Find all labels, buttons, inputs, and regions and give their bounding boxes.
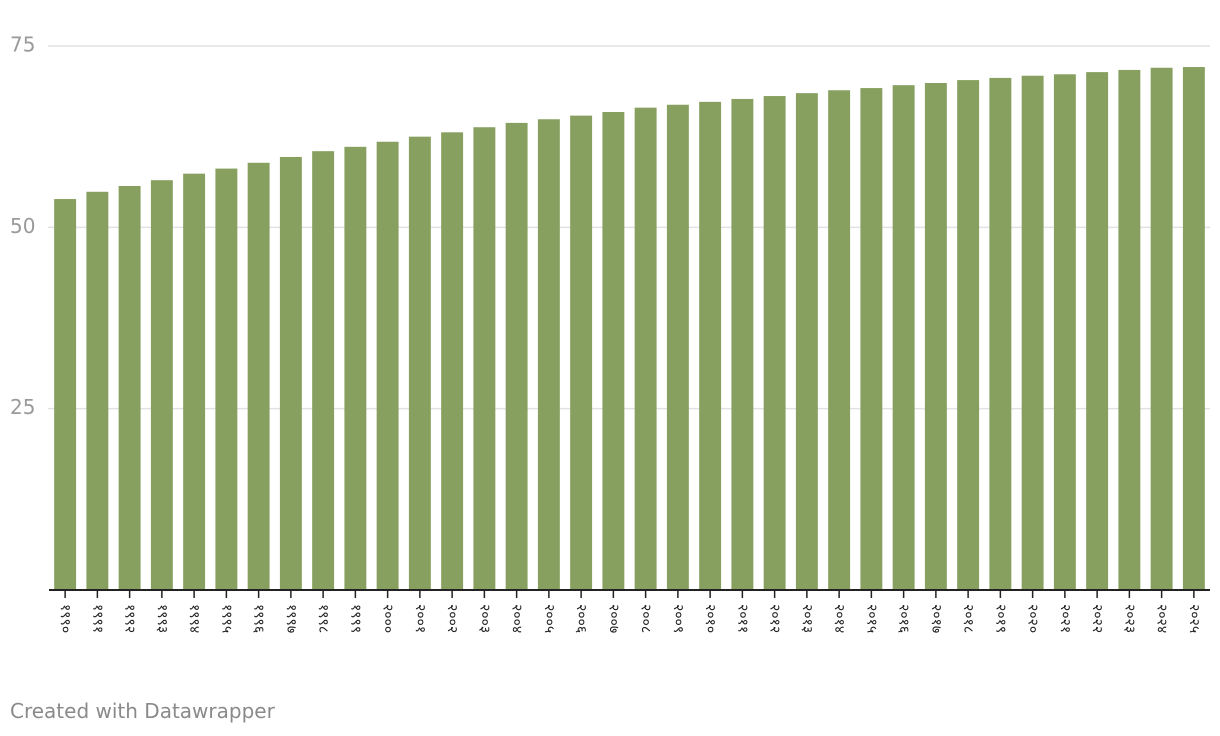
bar xyxy=(860,88,883,590)
x-tick-label: १९९५ xyxy=(218,604,234,633)
x-tick-label: २०१० xyxy=(702,604,718,633)
x-tick-label: २००९ xyxy=(670,604,686,633)
bar xyxy=(828,90,851,590)
x-tick-label: २००५ xyxy=(541,604,557,633)
bar xyxy=(279,156,302,590)
x-tick-label: २००० xyxy=(380,604,396,633)
x-tick-label: १९९८ xyxy=(315,604,331,633)
x-tick-label: २०१५ xyxy=(863,604,879,633)
bar xyxy=(924,82,947,590)
x-tick-label: २००३ xyxy=(476,604,492,633)
bar xyxy=(441,132,464,590)
bar xyxy=(1150,67,1173,590)
x-tick-label: १९९० xyxy=(57,604,73,633)
bar xyxy=(150,180,173,591)
x-tick-label: २०१२ xyxy=(767,604,783,633)
footer: Created with Datawrapper xyxy=(10,699,276,723)
x-tick-label: २०२० xyxy=(1025,604,1041,633)
bar xyxy=(666,104,689,590)
bar xyxy=(537,119,560,590)
bar xyxy=(473,127,496,590)
x-tick-label: १९९७ xyxy=(283,604,299,633)
x-tick-label: २०२४ xyxy=(1154,604,1170,633)
y-tick-label: 50 xyxy=(10,214,35,238)
bar xyxy=(54,199,77,590)
bar xyxy=(795,93,818,590)
bar xyxy=(86,191,109,591)
x-tick-label: २००१ xyxy=(412,604,428,633)
bar xyxy=(215,168,238,590)
x-tick-label: २०२१ xyxy=(1057,604,1073,633)
x-tick-label: २००२ xyxy=(444,604,460,633)
x-tick-label: १९९१ xyxy=(89,604,105,633)
x-tick-label: २०१७ xyxy=(928,604,944,633)
bar xyxy=(1086,72,1109,590)
bar xyxy=(344,146,367,590)
bar xyxy=(312,151,335,590)
x-tick-label: २०२३ xyxy=(1121,604,1137,633)
x-tick-label: २०१३ xyxy=(799,604,815,633)
bar xyxy=(118,185,141,591)
bar xyxy=(1053,74,1076,590)
bar xyxy=(731,98,754,590)
x-tick-label: २०१८ xyxy=(960,604,976,633)
bar xyxy=(505,122,528,591)
x-tick-label: २०१४ xyxy=(831,604,847,633)
bar xyxy=(602,112,625,590)
x-tick-label: २०२५ xyxy=(1186,604,1202,633)
x-tick-label: १९९६ xyxy=(251,604,267,633)
bar xyxy=(892,85,915,590)
x-tick-label: १९९२ xyxy=(122,604,138,633)
x-tick-label: १९९३ xyxy=(154,604,170,633)
bar xyxy=(247,162,270,590)
x-tick-label: १९९९ xyxy=(347,604,363,633)
x-tick-label: २००७ xyxy=(605,604,621,633)
x-tick-label: २०२२ xyxy=(1089,604,1105,633)
bar xyxy=(1182,67,1205,590)
bar xyxy=(376,141,399,590)
bar xyxy=(634,107,657,591)
bar xyxy=(1021,75,1044,591)
y-tick-label: 75 xyxy=(10,33,35,57)
bar xyxy=(570,115,593,591)
x-tick-label: २००८ xyxy=(638,604,654,633)
x-tick-label: २०११ xyxy=(734,604,750,633)
bar xyxy=(989,77,1012,590)
x-tick-label: २००६ xyxy=(573,604,589,633)
x-tick-label: २००४ xyxy=(509,604,525,633)
bar xyxy=(763,96,786,590)
bar xyxy=(408,136,431,590)
bar xyxy=(183,173,206,590)
y-tick-label: 25 xyxy=(10,395,35,419)
x-tick-label: २०१६ xyxy=(896,604,912,633)
bar xyxy=(957,80,980,590)
bar xyxy=(699,101,722,590)
x-tick-label: २०१९ xyxy=(992,604,1008,633)
bar xyxy=(1118,69,1141,591)
x-tick-label: १९९४ xyxy=(186,604,202,633)
